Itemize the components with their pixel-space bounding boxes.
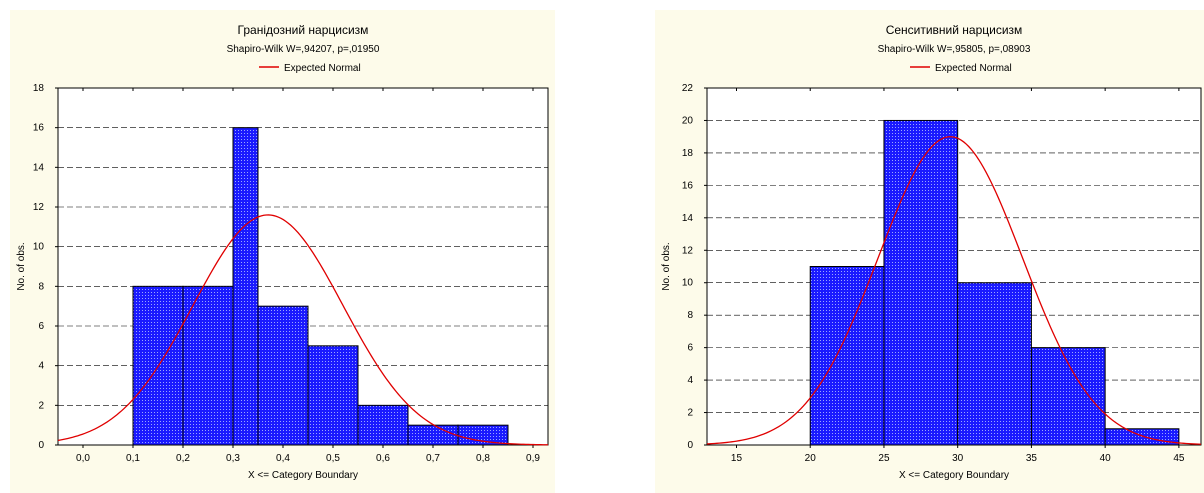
x-tick-label: 30: [952, 453, 964, 464]
y-tick-label: 12: [682, 245, 694, 256]
y-tick-label: 14: [682, 213, 694, 224]
histogram-bar: [957, 282, 1032, 446]
y-tick-label: 10: [682, 278, 694, 289]
histogram-bar: [257, 305, 309, 446]
y-tick-label: 4: [687, 375, 693, 386]
y-tick-label: 18: [33, 83, 45, 94]
x-axis-label: X <= Category Boundary: [248, 470, 358, 481]
x-tick-label: 0,0: [76, 453, 90, 464]
y-tick-label: 14: [33, 162, 45, 173]
y-axis-label: No. of obs.: [16, 242, 27, 290]
histogram-bar: [883, 119, 959, 446]
y-tick-label: 0: [38, 440, 44, 451]
expected-normal-curve: [706, 136, 1202, 445]
y-tick-label: 20: [682, 115, 694, 126]
chart-title: Сенситивний нарцисизм: [886, 23, 1023, 37]
histogram-panel-right: 0 2 4 6 8 10 12 14 16 18 20 22 15 20 25 30 35 40 45 Сенсити…: [655, 10, 1204, 493]
x-tick-label: 0,3: [226, 453, 240, 464]
x-tick-label: 40: [1100, 453, 1112, 464]
y-tick-label: 6: [687, 343, 693, 354]
histogram-bar: [407, 424, 459, 446]
histogram-bar: [182, 285, 234, 446]
x-tick-label: 0,7: [426, 453, 440, 464]
chart-subtitle: Shapiro-Wilk W=,94207, p=,01950: [227, 44, 380, 55]
y-tick-label: 6: [38, 321, 44, 332]
y-tick-label: 10: [33, 242, 45, 253]
x-tick-label: 25: [878, 453, 890, 464]
histogram-bar: [307, 345, 359, 446]
y-axis-label: No. of obs.: [661, 242, 672, 290]
histogram-panel-left: 0 2 4 6 8 10 12 14 16 18 0,0 0,1 0,2 0,3 0,4 0,5 0,6 0,7 0…: [10, 10, 555, 493]
x-axis-label: X <= Category Boundary: [899, 470, 1009, 481]
expected-normal-curve: [57, 214, 549, 446]
chart-title: Гранідозний нарцисизм: [238, 23, 369, 37]
y-tick-label: 4: [38, 361, 44, 372]
x-tick-label: 0,2: [176, 453, 190, 464]
x-tick-label: 0,9: [526, 453, 540, 464]
x-tick-label: 45: [1173, 453, 1185, 464]
y-tick-label: 2: [687, 408, 693, 419]
y-tick-label: 16: [682, 180, 694, 191]
chart-subtitle: Shapiro-Wilk W=,95805, p=,08903: [878, 44, 1031, 55]
histogram-bar: [232, 127, 259, 446]
x-tick-label: 0,1: [126, 453, 140, 464]
y-tick-label: 2: [38, 400, 44, 411]
x-tick-label: 15: [731, 453, 743, 464]
histogram-bar: [457, 424, 509, 446]
histogram-chart-right: 0 2 4 6 8 10 12 14 16 18 20 22 15 20 25 30 35 40 45 Сенсити…: [661, 23, 1202, 481]
histogram-bar: [357, 404, 409, 446]
y-tick-label: 18: [682, 148, 694, 159]
histogram-chart-left: 0 2 4 6 8 10 12 14 16 18 0,0 0,1 0,2 0,3 0,4 0,5 0,6 0,7 0…: [16, 23, 549, 481]
y-tick-label: 16: [33, 123, 45, 134]
x-tick-label: 0,5: [326, 453, 340, 464]
x-tick-label: 20: [805, 453, 817, 464]
y-tick-label: 0: [687, 440, 693, 451]
y-tick-label: 12: [33, 202, 45, 213]
histogram-bar: [1104, 428, 1180, 446]
x-tick-label: 0,4: [276, 453, 290, 464]
legend-label: Expected Normal: [284, 63, 361, 74]
histogram-bar: [1030, 347, 1106, 446]
x-tick-label: 0,8: [476, 453, 490, 464]
y-tick-label: 8: [687, 310, 693, 321]
histogram-bar: [809, 266, 885, 446]
legend-label: Expected Normal: [935, 63, 1012, 74]
y-tick-label: 8: [38, 281, 44, 292]
x-tick-label: 0,6: [376, 453, 390, 464]
x-tick-label: 35: [1026, 453, 1038, 464]
y-tick-label: 22: [682, 83, 694, 94]
